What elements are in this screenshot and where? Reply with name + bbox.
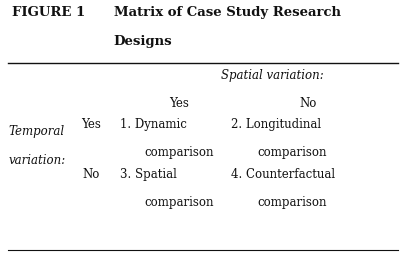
Text: Temporal: Temporal [8,125,64,138]
Text: No: No [83,168,100,181]
Text: Yes: Yes [168,97,188,110]
Text: Matrix of Case Study Research: Matrix of Case Study Research [113,6,340,19]
Text: No: No [299,97,316,110]
Text: Spatial variation:: Spatial variation: [220,69,323,82]
Text: comparison: comparison [144,146,213,159]
Text: 4. Counterfactual: 4. Counterfactual [231,168,335,181]
Text: comparison: comparison [144,196,213,209]
Text: Designs: Designs [113,35,172,48]
Text: FIGURE 1: FIGURE 1 [12,6,85,19]
Text: 1. Dynamic: 1. Dynamic [119,118,186,131]
Text: variation:: variation: [8,154,65,167]
Text: Yes: Yes [81,118,101,131]
Text: comparison: comparison [257,146,326,159]
Text: comparison: comparison [257,196,326,209]
Text: 3. Spatial: 3. Spatial [119,168,176,181]
Text: 2. Longitudinal: 2. Longitudinal [231,118,321,131]
